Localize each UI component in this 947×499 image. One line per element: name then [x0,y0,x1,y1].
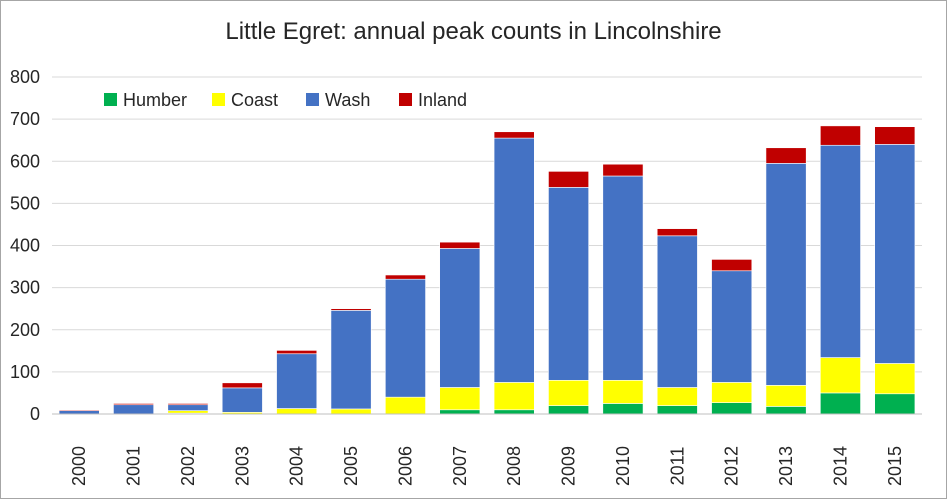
y-tick-label: 300 [10,278,40,298]
x-tick-label: 2013 [776,446,796,486]
bar-coast-2005 [330,408,372,415]
bar-inland-2002 [167,403,209,406]
x-tick-label: 2001 [124,446,144,486]
bar-inland-2012 [711,259,753,272]
bar-inland-2015 [874,126,916,145]
bar-wash-2009 [548,187,589,381]
bar-inland-2009 [548,171,589,188]
legend-label-humber: Humber [123,90,187,110]
bar-coast-2010 [602,379,644,404]
bar-humber-2008 [493,409,535,415]
bar-coast-2007 [439,387,481,411]
bar-wash-2012 [711,270,753,383]
bar-wash-2005 [330,310,372,410]
y-tick-label: 600 [10,151,40,171]
y-tick-label: 100 [10,362,40,382]
bar-humber-2011 [656,405,698,415]
legend-swatch-humber [104,93,117,106]
bar-coast-2008 [493,382,535,411]
bar-wash-2015 [874,144,916,364]
bar-coast-2011 [656,387,698,406]
x-tick-label: 2008 [504,446,524,486]
bar-coast-2013 [765,385,807,407]
bar-humber-2010 [602,403,644,415]
y-tick-label: 800 [10,67,40,87]
bar-wash-2013 [765,163,807,386]
bar-inland-2011 [656,228,698,237]
y-tick-label: 400 [10,236,40,256]
bar-wash-2000 [58,410,100,415]
bar-humber-2009 [548,405,589,415]
bar-coast-2012 [711,382,753,403]
bar-inland-2004 [276,350,318,355]
legend-swatch-coast [212,93,225,106]
legend: Humber Coast Wash Inland [104,90,467,110]
x-tick-label: 2014 [830,446,850,486]
bar-humber-2014 [820,392,861,415]
bar-wash-2006 [385,278,426,398]
bar-inland-2014 [820,125,861,146]
bar-coast-2014 [820,357,861,394]
x-tick-label: 2009 [559,446,579,486]
x-tick-label: 2015 [885,446,905,486]
bar-inland-2001 [113,403,154,406]
bar-humber-2013 [765,406,807,415]
bar-wash-2003 [221,387,263,413]
bar-inland-2013 [765,147,807,164]
y-tick-label: 0 [30,404,40,424]
bar-wash-2011 [656,235,698,388]
bar-coast-2009 [548,379,589,406]
y-tick-label: 700 [10,109,40,129]
bar-inland-2007 [439,241,481,249]
x-tick-label: 2003 [232,446,252,486]
bar-wash-2002 [167,404,209,411]
bar-coast-2006 [385,396,426,415]
bar-wash-2004 [276,353,318,409]
bar-inland-2005 [330,308,372,311]
legend-swatch-wash [306,93,319,106]
chart-title: Little Egret: annual peak counts in Linc… [225,18,722,45]
bar-inland-2000 [58,409,100,411]
bar-wash-2008 [493,137,535,383]
bar-inland-2006 [385,274,426,280]
x-tick-label: 2007 [450,446,470,486]
x-tick-label: 2004 [287,446,307,486]
legend-label-inland: Inland [418,90,467,110]
bar-inland-2008 [493,131,535,139]
y-tick-label: 500 [10,193,40,213]
x-axis-ticks: 2000 2001 2002 2003 2004 2005 2006 2007 2008 2009… [69,446,905,486]
bar-wash-2014 [820,144,861,358]
x-tick-label: 2011 [667,447,687,486]
x-tick-label: 2002 [178,446,198,486]
x-tick-label: 2005 [341,446,361,486]
legend-swatch-inland [399,93,412,106]
bar-wash-2010 [602,175,644,381]
x-tick-label: 2010 [613,446,633,486]
bar-humber-2015 [874,393,916,415]
x-tick-label: 2000 [69,446,89,486]
bar-inland-2003 [221,382,263,389]
bar-wash-2007 [439,248,481,388]
bars [58,125,916,415]
bar-coast-2015 [874,363,916,395]
bar-inland-2010 [602,163,644,177]
y-tick-label: 200 [10,320,40,340]
x-tick-label: 2006 [395,446,415,486]
bar-humber-2007 [439,409,481,415]
bar-coast-2002 [167,410,209,414]
bar-humber-2012 [711,402,753,415]
x-tick-label: 2012 [722,446,742,486]
legend-label-wash: Wash [325,90,370,110]
bar-coast-2004 [276,408,318,415]
bar-wash-2001 [113,404,154,415]
legend-label-coast: Coast [231,90,278,110]
y-axis-ticks: 0 100 200 300 400 500 600 700 800 [10,67,40,424]
